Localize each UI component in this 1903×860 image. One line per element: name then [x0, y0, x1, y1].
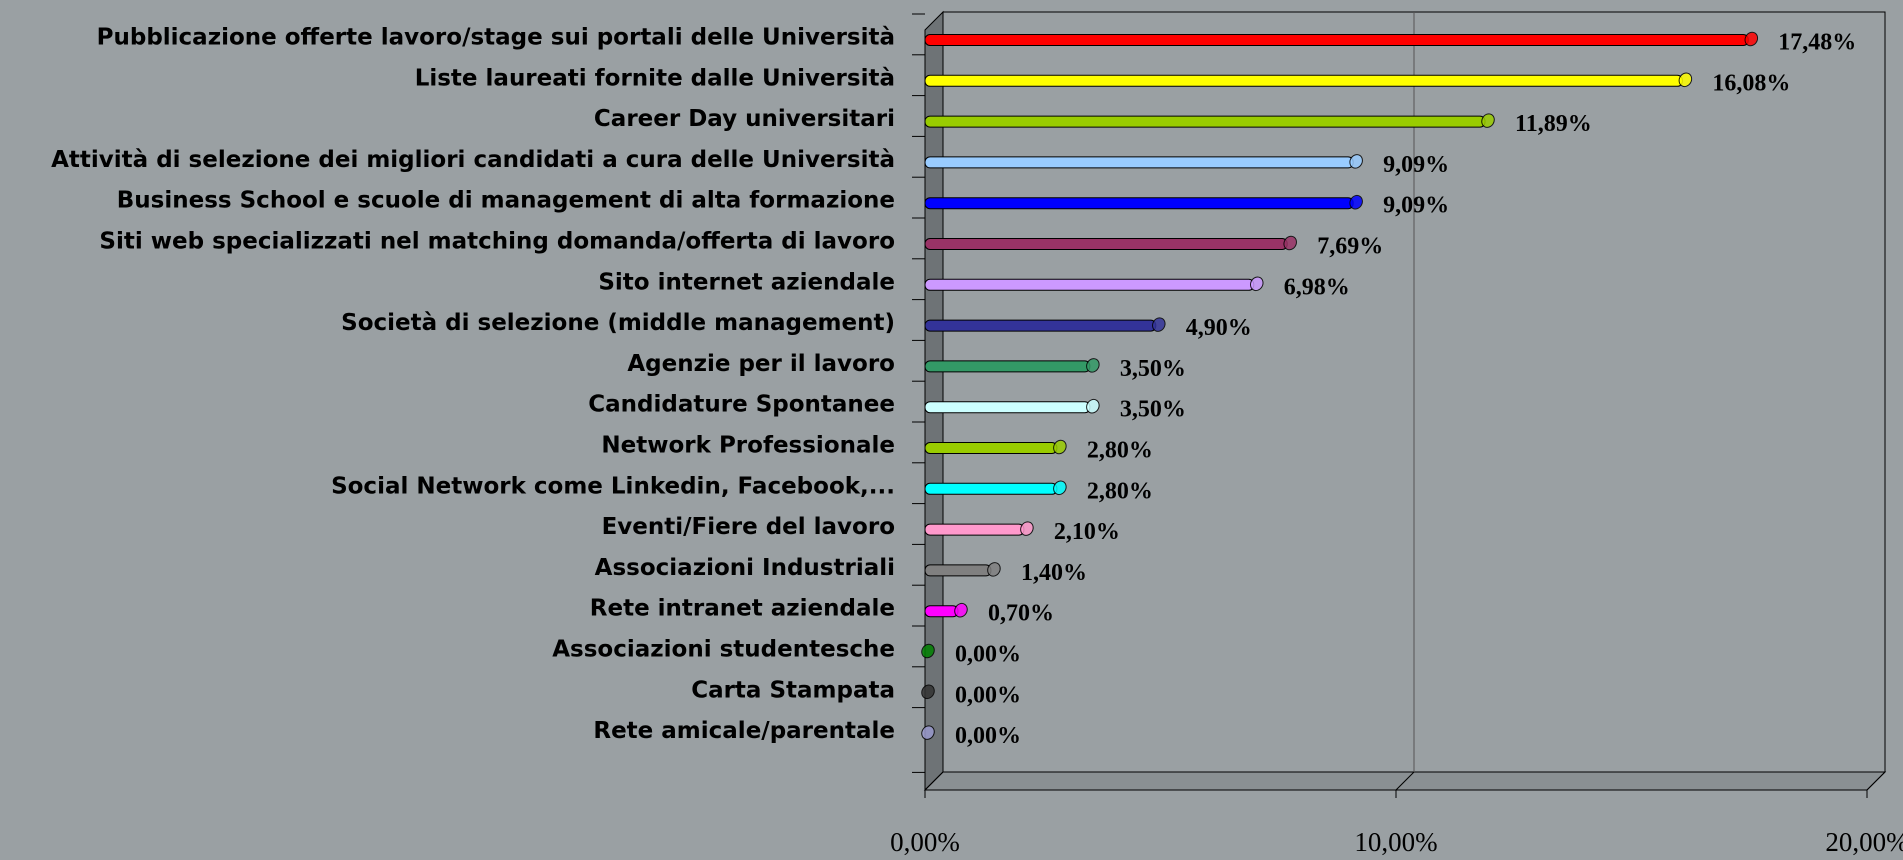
value-label: 16,08% [1712, 70, 1790, 96]
y-tick-label: Network Professionale [601, 433, 895, 459]
bar [924, 523, 1025, 536]
bar [924, 115, 1486, 128]
bar-cap [1020, 521, 1034, 536]
value-label: 11,89% [1515, 111, 1592, 137]
left-wall [924, 10, 944, 792]
bar-cap [1283, 235, 1297, 251]
bar-cap [1349, 154, 1363, 169]
y-tick-label: Siti web specializzati nel matching doma… [99, 229, 895, 255]
value-label: 17,48% [1778, 30, 1856, 56]
value-label: 3,50% [1120, 397, 1186, 423]
bar-cap [1349, 194, 1363, 210]
y-tick-label: Liste laureati fornite dalle Università [415, 65, 895, 91]
x-tick-label: 20,00% [1825, 827, 1903, 857]
bar [924, 197, 1354, 210]
value-label: 2,80% [1087, 478, 1153, 504]
bar [924, 360, 1091, 373]
value-label: 3,50% [1120, 356, 1186, 382]
value-label: 0,00% [955, 682, 1021, 708]
y-tick-label: Candidature Spontanee [588, 392, 895, 418]
y-tick-label: Rete intranet aziendale [590, 596, 895, 622]
y-tick-label: Associazioni studentesche [552, 637, 895, 663]
y-tick-label: Agenzie per il lavoro [627, 351, 895, 377]
value-label: 7,69% [1317, 234, 1383, 260]
bar [924, 564, 992, 577]
bar [924, 319, 1157, 332]
bar [924, 34, 1749, 46]
x-tick-mark [924, 771, 944, 791]
bar [924, 605, 959, 618]
value-label: 6,98% [1284, 274, 1350, 300]
x-tick-label: 10,00% [1354, 827, 1437, 857]
y-tick-label: Associazioni Industriali [595, 555, 895, 581]
bar-cap [1481, 113, 1495, 128]
value-label: 9,09% [1383, 193, 1449, 219]
y-tick-label: Social Network come Linkedin, Facebook,.… [331, 473, 895, 499]
bar-cap [1086, 398, 1100, 414]
bar-cap [1086, 358, 1100, 373]
value-label: 0,00% [955, 642, 1021, 668]
bar [924, 278, 1255, 291]
y-tick-label: Career Day universitari [594, 106, 895, 132]
y-tick-label: Pubblicazione offerte lavoro/stage sui p… [97, 25, 895, 51]
bar-cap [954, 602, 968, 618]
bar [924, 74, 1683, 87]
y-tick-label: Eventi/Fiere del lavoro [602, 514, 895, 540]
bar-cap [1053, 439, 1067, 455]
value-label: 0,70% [988, 601, 1054, 627]
x-tick-mark [1395, 771, 1415, 791]
y-tick-label: Rete amicale/parentale [593, 718, 895, 744]
bar [924, 156, 1354, 169]
bar [924, 482, 1058, 495]
y-tick-label: Sito internet aziendale [598, 269, 895, 295]
bar-cap [921, 684, 935, 700]
bar [924, 238, 1288, 250]
value-label: 4,90% [1186, 315, 1252, 341]
bar [924, 401, 1091, 414]
x-tick-mark [1866, 771, 1886, 791]
x-tick-label: 0,00% [890, 827, 960, 857]
value-label: 1,40% [1021, 560, 1087, 586]
bar [924, 442, 1058, 454]
value-label: 2,80% [1087, 438, 1153, 464]
bar-cap [1053, 480, 1067, 496]
bar-cap [921, 643, 935, 659]
bar-cap [1249, 276, 1264, 292]
y-tick-label: Carta Stampata [691, 677, 895, 703]
y-tick-label: Società di selezione (middle management) [341, 310, 895, 336]
bar-cap [921, 725, 935, 740]
y-tick-label: Business School e scuole di management d… [117, 188, 895, 214]
bar-cap [1744, 31, 1759, 47]
value-label: 2,10% [1054, 519, 1120, 545]
bar-cap [987, 562, 1001, 577]
bar-cap [1678, 72, 1693, 88]
value-label: 9,09% [1383, 152, 1449, 178]
y-tick-label: Attività di selezione dei migliori candi… [51, 147, 895, 173]
bar-cap [1152, 317, 1166, 332]
value-label: 0,00% [955, 723, 1021, 749]
